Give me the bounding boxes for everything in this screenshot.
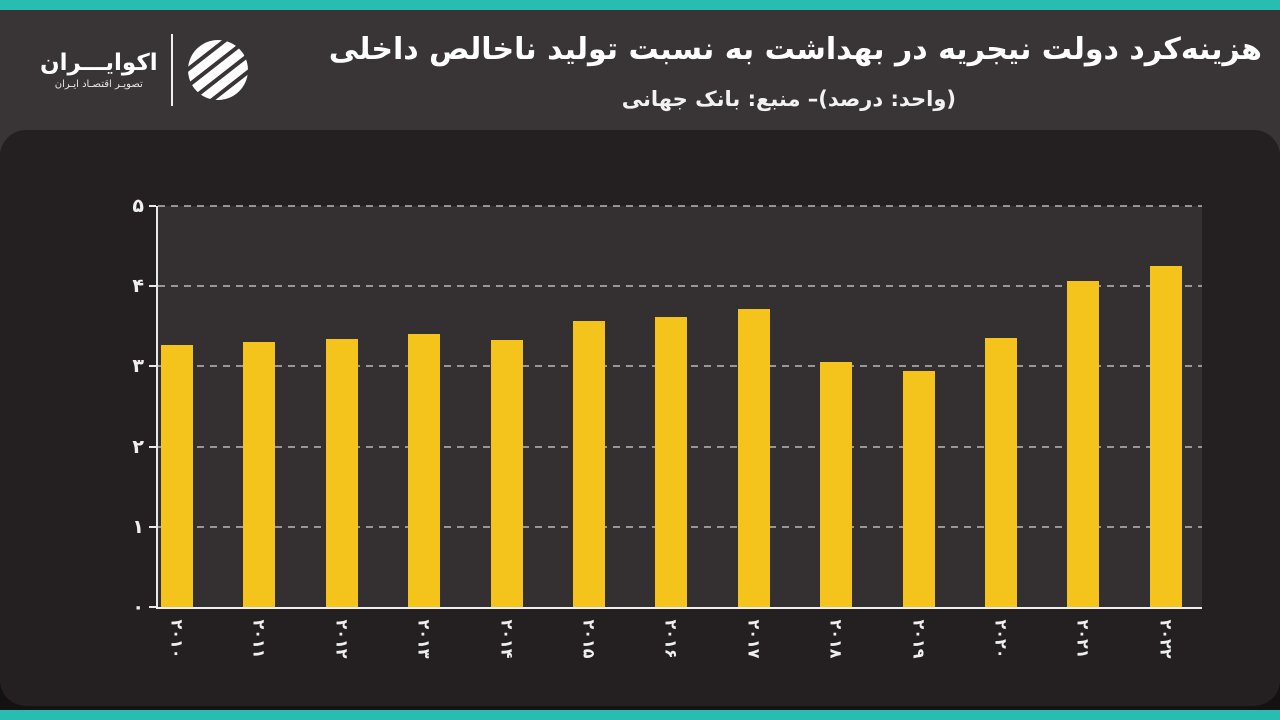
x-axis-label: ۲۰۱۰ — [167, 619, 187, 659]
ecoiran-globe-icon — [185, 38, 250, 102]
x-axis-label: ۲۰۱۵ — [579, 619, 599, 659]
bar — [737, 308, 770, 607]
bar — [243, 342, 276, 607]
bar — [573, 320, 605, 607]
top-accent-strip — [0, 0, 1280, 10]
x-axis-label: ۲۰۱۸ — [826, 619, 846, 659]
x-axis-label: ۲۰۱۹ — [909, 619, 929, 659]
y-axis-label: ۱ — [132, 515, 144, 538]
bar — [408, 334, 441, 607]
y-tick-mark — [149, 205, 156, 207]
bar — [161, 344, 193, 607]
x-axis-label: ۲۰۲۰ — [991, 619, 1011, 659]
y-axis-label: ۳ — [132, 355, 144, 378]
bar — [820, 361, 853, 607]
chart-subtitle: (واحد: درصد)– منبع: بانک جهانی — [621, 87, 956, 111]
bar — [985, 338, 1017, 607]
x-axis-label: ۲۰۱۴ — [497, 619, 517, 659]
y-tick-mark — [149, 606, 156, 608]
plot-area: ۰ ۱ ۲ ۳ ۴ ۵ ۲۰۱۰ ۲۰۱۱ ۲۰۱۲ ۲۰۱۳ ۲۰۱۴ ۲۰۱۵ ۲۰۱۶ ۲۰۱۷ ۲۰… — [132, 195, 1202, 659]
brand-tagline: تصویـر اقتصـاد ایـران — [54, 79, 143, 90]
bar — [1149, 266, 1182, 607]
x-axis-label: ۲۰۱۷ — [744, 619, 764, 659]
y-tick-mark — [149, 285, 156, 288]
y-axis-label: ۴ — [132, 275, 144, 298]
brand-logo: اکوایـــران تصویـر اقتصـاد ایـران — [40, 10, 250, 130]
y-tick-mark — [149, 365, 156, 368]
gridline — [158, 285, 1202, 288]
x-axis-label: ۲۰۲۱ — [1073, 619, 1093, 659]
brand-separator — [170, 34, 173, 106]
bottom-accent-strip — [0, 710, 1280, 720]
y-axis-label: ۵ — [132, 195, 144, 217]
y-axis-label: ۲ — [132, 435, 144, 458]
y-axis-label: ۰ — [132, 596, 144, 618]
brand-text: اکوایـــران تصویـر اقتصـاد ایـران — [40, 50, 158, 90]
x-axis-label: ۲۰۱۲ — [332, 619, 352, 659]
bar — [1067, 281, 1100, 607]
x-axis-label: ۲۰۱۶ — [661, 619, 681, 659]
bar — [655, 316, 688, 607]
bar — [325, 339, 358, 607]
bar — [490, 339, 523, 607]
chart-title: هزینه‌کرد دولت نیجریه در بهداشت به نسبت … — [328, 32, 1262, 67]
x-axis-label: ۲۰۲۲ — [1156, 619, 1176, 659]
gridline — [158, 205, 1202, 207]
x-axis-label: ۲۰۱۱ — [249, 619, 269, 659]
brand-name: اکوایـــران — [40, 50, 158, 76]
x-axis-label: ۲۰۱۳ — [414, 619, 434, 659]
y-tick-mark — [149, 525, 156, 528]
y-tick-mark — [149, 445, 156, 448]
bar — [902, 371, 935, 607]
